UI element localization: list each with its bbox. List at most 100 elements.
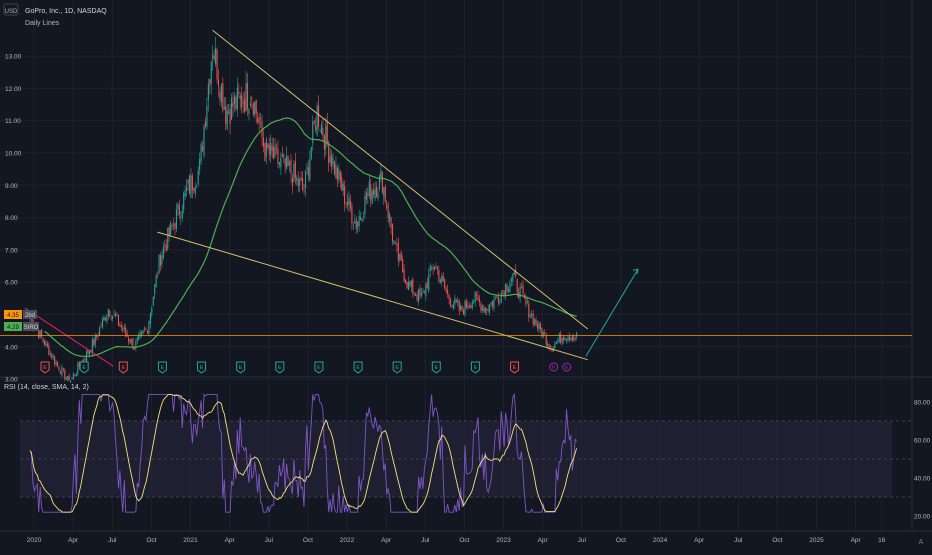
candle-body [416, 294, 418, 300]
candle-body [141, 331, 143, 335]
candle-body [393, 240, 395, 244]
event-marker[interactable]: F [549, 362, 559, 372]
event-marker[interactable]: E [157, 361, 167, 374]
candle-body [471, 301, 473, 309]
candle-body [470, 305, 472, 308]
candle-body [220, 84, 222, 103]
symbol-title[interactable]: GoPro, Inc., 1D, NASDAQ [25, 8, 107, 15]
event-marker[interactable]: E [470, 361, 480, 374]
candle-body [541, 327, 543, 337]
lower-trendline[interactable] [157, 231, 588, 361]
marker-badge[interactable] [79, 361, 89, 374]
candle-body [96, 335, 98, 337]
projection-arrow[interactable] [585, 269, 639, 357]
candle-body [91, 339, 93, 353]
candle-body [319, 130, 321, 132]
candle-body [565, 338, 568, 341]
candle-body [39, 330, 41, 338]
candle-body [403, 269, 405, 282]
candle-body [112, 315, 114, 320]
marker-badge[interactable] [314, 361, 324, 374]
candle-body [138, 334, 140, 340]
candle-body [394, 242, 396, 244]
candle-body [307, 167, 309, 177]
price-tick-label: 13.00 [5, 54, 22, 61]
candle-body [103, 316, 105, 321]
candle-body [542, 332, 544, 336]
candle-body [503, 290, 505, 297]
event-marker[interactable]: E [40, 361, 50, 374]
marker-badge[interactable] [562, 362, 572, 372]
marker-badge[interactable] [157, 361, 167, 374]
event-marker[interactable]: E [562, 362, 572, 372]
candle-body [290, 159, 292, 175]
candle-body [215, 47, 217, 65]
candle-body [496, 295, 498, 298]
candle-body [175, 209, 177, 229]
event-marker[interactable]: E [197, 361, 207, 374]
marker-badge[interactable] [549, 362, 559, 372]
candle-body [209, 79, 211, 86]
marker-badge[interactable] [470, 361, 480, 374]
marker-badge[interactable] [118, 361, 128, 374]
event-marker[interactable]: E [392, 361, 402, 374]
candle-body [148, 321, 150, 334]
candle-body [387, 206, 389, 219]
price-tick-label: 3.00 [5, 377, 18, 384]
marker-badge[interactable] [510, 361, 520, 374]
candle-body [513, 271, 515, 275]
candle-body [167, 227, 169, 249]
candle-body [202, 146, 204, 151]
event-marker[interactable]: E [236, 361, 246, 374]
candle-body [312, 121, 314, 144]
marker-badge[interactable] [431, 361, 441, 374]
candle-body [313, 120, 315, 123]
tradingview-logo-icon[interactable]: A [919, 539, 924, 546]
event-marker[interactable]: E [353, 361, 363, 374]
candle-body [104, 317, 106, 321]
candle-body [260, 118, 262, 120]
candle-body [38, 329, 40, 339]
candle-body [502, 289, 504, 292]
candle-body [484, 307, 486, 314]
marker-badge[interactable] [353, 361, 363, 374]
candle-body [486, 308, 488, 311]
candle-body [252, 103, 254, 115]
candle-body [236, 87, 238, 110]
candle-body [431, 267, 433, 269]
event-marker[interactable]: E [510, 361, 520, 374]
marker-badge[interactable] [197, 361, 207, 374]
marker-badge[interactable] [236, 361, 246, 374]
candle-body [407, 281, 409, 291]
candle-body [500, 292, 502, 304]
upper-trendline[interactable] [212, 29, 589, 330]
candle-body [207, 84, 209, 100]
event-marker[interactable]: E [79, 361, 89, 374]
candle-body [93, 338, 95, 346]
candle-body [293, 164, 295, 182]
rsi-title[interactable]: RSI (14, close, SMA, 14, 2) [4, 384, 89, 391]
candle-body [309, 158, 311, 180]
indicator-title[interactable]: Daily Lines [25, 20, 60, 27]
event-marker[interactable]: E [275, 361, 285, 374]
marker-badge[interactable] [392, 361, 402, 374]
candle-body [241, 95, 243, 107]
event-marker[interactable]: E [431, 361, 441, 374]
candle-body [458, 300, 460, 311]
event-marker[interactable]: E [118, 361, 128, 374]
currency-badge[interactable] [3, 3, 19, 16]
candle-body [454, 297, 456, 305]
candle-body [61, 367, 63, 376]
candle-body [248, 108, 250, 114]
early-trendline[interactable] [24, 307, 114, 367]
candle-body [316, 105, 318, 136]
last-price-text: 4.35 [7, 313, 19, 319]
marker-badge[interactable] [275, 361, 285, 374]
price-tick-label: 11.00 [5, 118, 21, 125]
event-marker[interactable]: E [314, 361, 324, 374]
rsi-tick-label: 60.00 [914, 438, 931, 445]
marker-badge[interactable] [40, 361, 50, 374]
